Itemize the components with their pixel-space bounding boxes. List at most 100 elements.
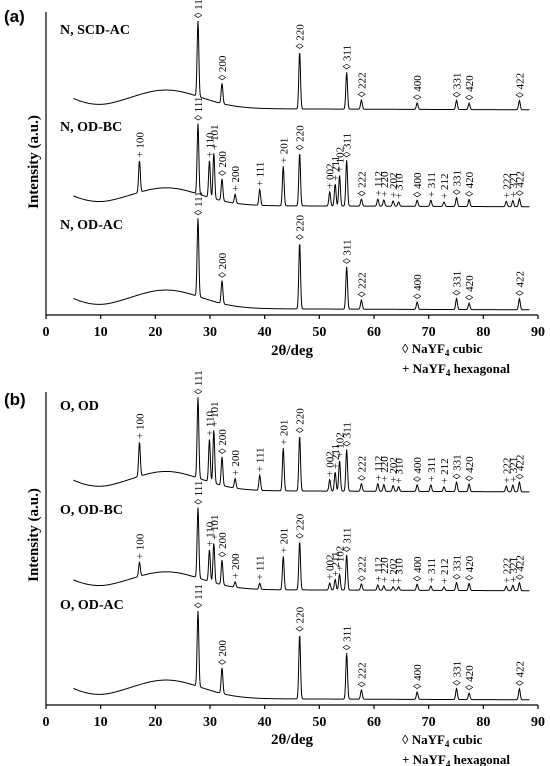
x-tick-label: 40 — [258, 325, 272, 340]
peak-label: ◊ 311 — [342, 133, 354, 157]
peak-label: + 321 — [508, 172, 520, 197]
peak-label: + 201 — [278, 528, 290, 553]
panel-a-label: (a) — [4, 7, 25, 26]
peak-label: + 220 — [379, 171, 391, 197]
peak-label: + 202 — [388, 173, 400, 198]
peak-label: ◊ 200 — [217, 55, 229, 80]
panel-b: (b) Intensity (a.u.) O, OD+ 100◊ 111+ 11… — [4, 370, 545, 766]
panel-a-traces: N, SCD-AC◊ 111◊ 200◊ 220◊ 311◊ 222 ◊ 400 ◊… — [60, 0, 530, 311]
peak-label: ◊ 422 — [514, 455, 526, 480]
peak-label: ◊ 311 — [342, 528, 354, 552]
series-line — [73, 610, 530, 701]
peak-label: + 220 — [379, 456, 391, 482]
peak-label: + 110 — [205, 521, 217, 547]
peak-label: ◊ 400 — [412, 664, 424, 689]
x-tick-label: 30 — [203, 325, 217, 340]
panel-b-x-axis-label: 2θ/deg — [271, 732, 313, 748]
x-tick-label: 0 — [43, 715, 50, 730]
legend-text: NaYF — [412, 341, 445, 356]
peak-label: ◊ 111 — [193, 97, 205, 121]
panel-a-y-axis-label: Intensity (a.u.) — [26, 115, 42, 209]
peak-label: + 110 — [205, 132, 217, 158]
peak-label: ◊ 331 — [452, 73, 464, 98]
panel-b-x-ticks: 0 10 20 30 40 50 60 70 80 90 — [43, 705, 545, 730]
legend-tail: hexagonal — [450, 752, 510, 766]
legend-symbol: ◊ — [402, 341, 412, 356]
peak-label: ◊ 400 — [412, 75, 424, 100]
series-o-od: O, OD + 100 ◊ 111 + 110+ 101 ◊ 200+ 200 + 111… — [60, 370, 530, 493]
peak-label: ◊ 200 — [217, 532, 229, 557]
x-tick-label: 30 — [203, 715, 217, 730]
peak-label: + 100 — [135, 533, 147, 559]
peak-label: + 101 — [209, 515, 221, 540]
peak-label: + 220 — [379, 557, 391, 583]
peak-label: + 222 — [501, 558, 513, 583]
peak-label: + 310 — [394, 558, 406, 584]
x-tick-label: 90 — [531, 325, 545, 340]
panel-a-legend: ◊ NaYF4 cubic+ NaYF4 hexagonal — [402, 341, 510, 378]
legend-text: NaYF — [413, 752, 446, 766]
peak-label: + 311 — [426, 172, 438, 197]
series-line — [73, 123, 530, 208]
x-tick-label: 50 — [312, 715, 326, 730]
panel-b-traces: O, OD+ 100◊ 111+ 110+ 101◊ 200+ 200 + 111… — [60, 370, 530, 701]
peak-label: ◊ 311 — [342, 626, 354, 650]
legend-text: NaYF — [412, 732, 445, 747]
x-tick-label: 50 — [312, 325, 326, 340]
peak-label: + 111 — [255, 447, 267, 472]
x-tick-label: 0 — [43, 325, 50, 340]
peak-label: + 202 — [388, 457, 400, 482]
legend-symbol: + — [402, 361, 413, 376]
legend-entry: ◊ NaYF4 cubic — [402, 732, 482, 749]
peak-label: + 321 — [508, 457, 520, 482]
panel-b-label: (b) — [4, 390, 26, 409]
peak-label: ◊ 200 — [217, 252, 229, 277]
peak-label: ◊ 400 — [412, 457, 424, 482]
peak-label: ◊ 222 — [356, 272, 368, 297]
peak-label: ◊ 331 — [452, 454, 464, 479]
series-name: O, OD-BC — [60, 503, 123, 518]
peak-label: ◊ 420 — [464, 171, 476, 196]
panel-b-y-axis-label: Intensity (a.u.) — [26, 488, 42, 582]
peak-label: ◊ 222 — [356, 72, 368, 97]
legend-symbol: + — [402, 752, 413, 766]
peak-label: + 111 — [255, 162, 267, 187]
panel-a-x-axis-label: 2θ/deg — [271, 343, 313, 359]
x-tick-label: 10 — [94, 325, 108, 340]
peak-label: ◊ 222 — [356, 662, 368, 687]
series-line — [73, 507, 530, 592]
peak-label: + 321 — [508, 557, 520, 582]
peak-label: ◊ 400 — [412, 274, 424, 299]
peak-label: ◊ 111 — [193, 481, 205, 505]
peak-label: + 200 — [230, 553, 242, 579]
peak-label: ◊ 422 — [514, 171, 526, 196]
series-o-od-ac: O, OD-AC ◊ 111 ◊ 200 ◊ 220 ◊ 311◊ 222 ◊ 400 ◊ … — [60, 584, 530, 701]
peak-label: ◊ 200 — [217, 151, 229, 176]
legend-tail: hexagonal — [450, 361, 510, 376]
peak-label: + 211 — [330, 444, 342, 469]
peak-label: + 200 — [230, 165, 242, 191]
peak-label: ◊ 311 — [342, 422, 354, 446]
peak-label: ◊ 422 — [514, 271, 526, 296]
peak-label: ◊ 220 — [295, 606, 307, 631]
peak-label: ◊ 111 — [193, 370, 205, 394]
peak-label: + 311 — [426, 457, 438, 482]
peak-label: + 002 — [325, 451, 337, 476]
peak-label: + 112 — [373, 456, 385, 481]
peak-label: ◊ 220 — [295, 125, 307, 150]
peak-label: ◊ 220 — [295, 215, 307, 240]
peak-label: + 201 — [278, 138, 290, 163]
peak-label: ◊ 222 — [356, 456, 368, 481]
x-tick-label: 10 — [94, 715, 108, 730]
peak-label: ◊ 422 — [514, 661, 526, 686]
peak-label: + 202 — [388, 558, 400, 583]
panel-a-x-ticks: 0 10 20 30 40 50 60 70 80 90 — [43, 315, 545, 340]
series-name: N, OD-AC — [60, 218, 123, 233]
peak-label: ◊ 420 — [464, 75, 476, 100]
peak-label: ◊ 331 — [452, 170, 464, 195]
legend-symbol: ◊ — [402, 732, 412, 747]
x-tick-label: 70 — [422, 325, 436, 340]
peak-label: + 100 — [135, 413, 147, 439]
peak-label: + 212 — [439, 558, 451, 583]
peak-label: + 002 — [325, 163, 337, 188]
